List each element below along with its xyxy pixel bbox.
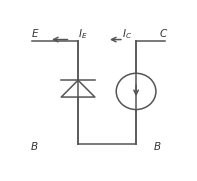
Text: B: B [30, 142, 37, 152]
Text: C: C [160, 29, 167, 39]
Text: E: E [31, 29, 38, 39]
Text: $I_C$: $I_C$ [122, 27, 132, 41]
Text: $I_E$: $I_E$ [78, 27, 87, 41]
Text: B: B [154, 142, 161, 152]
